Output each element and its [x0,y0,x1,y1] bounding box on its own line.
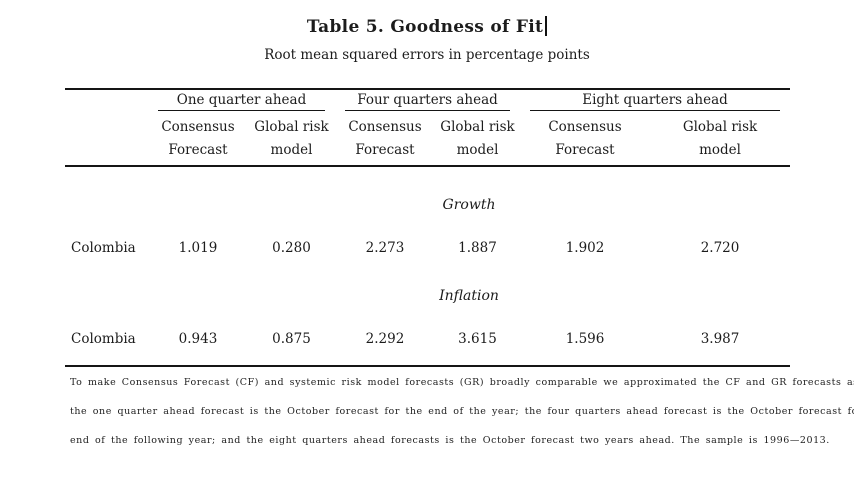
section-label-inflation: Inflation [65,282,790,310]
table-footnote: To make Consensus Forecast (CF) and syst… [70,368,854,455]
row-label: Colombia [71,240,136,256]
spacer-row [65,219,790,234]
group-eight-quarters: Eight quarters ahead [520,89,790,113]
section-title: Inflation [439,288,499,304]
footnote-line: end of the following year; and the eight… [70,435,830,446]
col-header-global-risk: Global risk [682,119,758,135]
cell-value: 1.019 [178,240,218,256]
table-title: Table 5. Goodness of Fit [0,16,854,37]
cell-value: 1.902 [565,240,605,256]
group-header-row: One quarter ahead Four quarters ahead Ei… [65,89,790,113]
table-row-growth-colombia: Colombia 1.019 0.280 2.273 1.887 1.902 2… [65,234,790,262]
col-header-consensus: Consensus [548,119,622,135]
cell-value: 0.943 [178,331,218,347]
col-header-global-risk: Global risk [254,119,329,135]
section-title: Growth [442,197,496,213]
row-label: Colombia [71,331,136,347]
col-header-forecast: Forecast [148,138,248,167]
subheader-row-2: Forecast model Forecast model Forecast m… [65,138,791,167]
cell-value: 3.615 [458,331,497,347]
footnote-line: the one quarter ahead forecast is the Oc… [70,406,854,417]
group-one-quarter: One quarter ahead [148,89,335,113]
col-header-model: model [435,138,521,167]
col-header-consensus: Consensus [161,119,235,135]
cell-value: 0.280 [272,240,311,256]
col-header-forecast: Forecast [335,138,435,167]
cell-value: 1.596 [565,331,605,347]
table-subtitle: Root mean squared errors in percentage p… [264,47,590,63]
corner-cell [65,89,148,113]
col-header-model: model [248,138,335,167]
cell-value: 2.720 [700,240,740,256]
spacer-row [65,310,790,325]
section-label-growth: Growth [65,191,790,219]
table-row-inflation-colombia: Colombia 0.943 0.875 2.292 3.615 1.596 3… [65,325,790,353]
cell-value: 1.887 [458,240,497,256]
col-header-model: model [650,138,791,167]
table-title-text: Table 5. Goodness of Fit [306,17,544,37]
spacer-row [65,262,790,282]
cell-value: 2.292 [365,331,405,347]
group-four-quarters: Four quarters ahead [335,89,520,113]
goodness-of-fit-table: One quarter ahead Four quarters ahead Ei… [65,88,791,367]
text-cursor [545,16,548,36]
col-header-consensus: Consensus [348,119,422,135]
footnote-line: To make Consensus Forecast (CF) and syst… [70,377,854,388]
cell-value: 2.273 [365,240,405,256]
subheader-row-1: Consensus Global risk Consensus Global r… [65,113,790,138]
col-header-forecast: Forecast [520,138,651,167]
cell-value: 0.875 [272,331,311,347]
spacer-row [65,166,790,191]
spacer-row [65,353,790,366]
cell-value: 3.987 [700,331,740,347]
col-header-global-risk: Global risk [440,119,515,135]
